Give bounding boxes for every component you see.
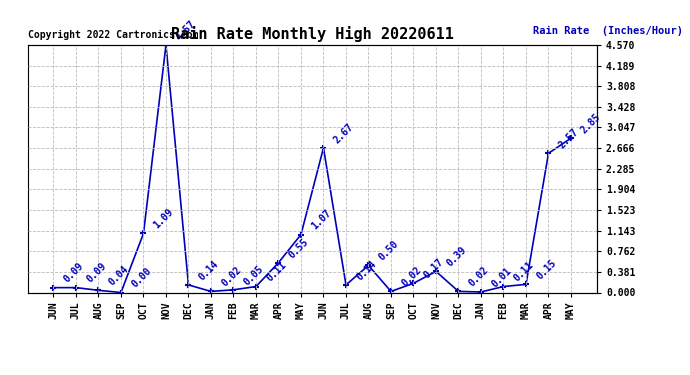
- Text: 4.57: 4.57: [175, 18, 198, 42]
- Text: 0.02: 0.02: [467, 265, 491, 289]
- Text: 0.55: 0.55: [287, 236, 310, 260]
- Text: 0.39: 0.39: [444, 245, 468, 268]
- Title: Rain Rate Monthly High 20220611: Rain Rate Monthly High 20220611: [171, 27, 453, 42]
- Text: 0.05: 0.05: [241, 263, 266, 287]
- Text: 0.04: 0.04: [107, 264, 130, 288]
- Text: 0.09: 0.09: [84, 261, 108, 285]
- Text: 0.00: 0.00: [129, 266, 153, 290]
- Text: 0.15: 0.15: [534, 258, 558, 282]
- Text: 0.02: 0.02: [219, 265, 243, 289]
- Text: 0.11: 0.11: [512, 260, 535, 284]
- Text: 0.02: 0.02: [400, 265, 423, 289]
- Text: 0.11: 0.11: [264, 260, 288, 284]
- Text: 0.01: 0.01: [489, 266, 513, 289]
- Text: 2.67: 2.67: [332, 122, 355, 145]
- Text: Copyright 2022 Cartronics.com: Copyright 2022 Cartronics.com: [28, 30, 198, 40]
- Text: 0.50: 0.50: [377, 239, 400, 262]
- Text: 2.57: 2.57: [557, 127, 580, 150]
- Text: 0.17: 0.17: [422, 257, 446, 280]
- Text: Rain Rate  (Inches/Hour): Rain Rate (Inches/Hour): [533, 26, 683, 36]
- Text: 1.09: 1.09: [152, 207, 175, 231]
- Text: 0.09: 0.09: [62, 261, 86, 285]
- Text: 1.07: 1.07: [309, 208, 333, 232]
- Text: 0.14: 0.14: [354, 258, 378, 282]
- Text: 2.85: 2.85: [580, 112, 603, 135]
- Text: 0.14: 0.14: [197, 258, 221, 282]
